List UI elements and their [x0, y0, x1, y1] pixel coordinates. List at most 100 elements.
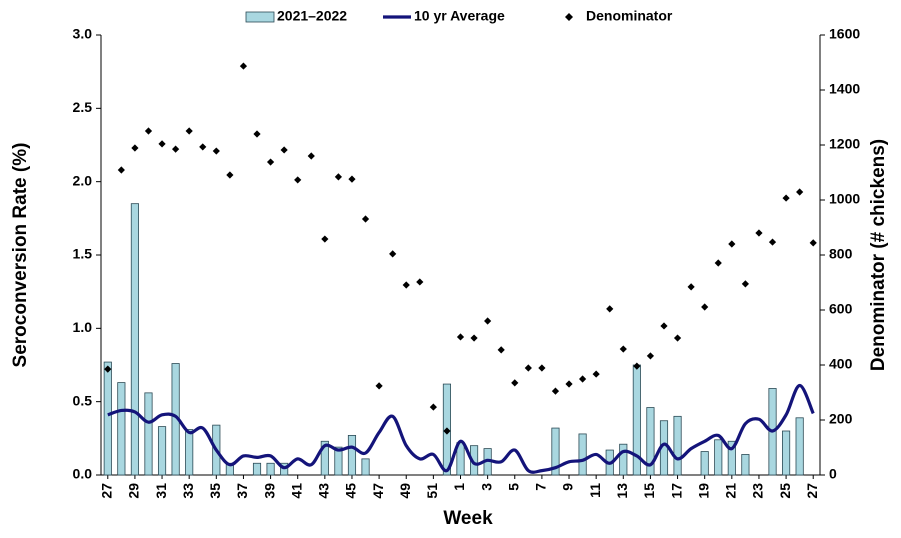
x-tick-label: 21 — [723, 483, 739, 499]
bar — [714, 439, 723, 476]
bar — [252, 462, 262, 476]
denominator-point — [334, 173, 343, 181]
bar — [144, 392, 153, 476]
bar — [320, 440, 329, 476]
denominator-point — [701, 303, 709, 311]
legend-label: 2021–2022 — [277, 8, 347, 24]
bar — [782, 430, 791, 476]
denominator-point — [796, 188, 804, 196]
denominator-point — [389, 250, 397, 258]
y2-tick-label: 1200 — [829, 136, 860, 152]
denominator-point — [592, 370, 600, 378]
y2-tick-label: 200 — [829, 411, 853, 427]
denominator-point — [687, 283, 695, 291]
x-tick-label: 25 — [777, 483, 793, 499]
bar — [619, 443, 628, 476]
x-tick-label: 31 — [153, 483, 169, 499]
denominator-point — [429, 403, 437, 411]
denominator-point — [402, 281, 410, 289]
y2-tick-label: 600 — [829, 301, 853, 317]
denominator-point — [768, 238, 777, 246]
bar — [130, 203, 139, 476]
x-tick-label: 41 — [288, 483, 304, 499]
x-tick-label: 27 — [98, 483, 114, 499]
legend-swatch — [565, 13, 573, 21]
bar — [700, 451, 709, 476]
denominator-point — [633, 362, 641, 370]
x-tick-label: 3 — [478, 483, 494, 491]
x-tick-label: 23 — [750, 483, 766, 499]
y-tick-label: 0.0 — [73, 466, 93, 482]
denominator-point — [144, 127, 153, 135]
x-tick-label: 19 — [695, 483, 711, 499]
bar — [551, 427, 560, 476]
x-tick-label: 37 — [234, 483, 250, 499]
y-tick-label: 1.5 — [73, 246, 93, 262]
y2-tick-label: 0 — [829, 466, 837, 482]
denominator-point — [266, 158, 275, 166]
y2-tick-label: 1000 — [829, 191, 860, 207]
denominator-point — [470, 334, 478, 342]
denominator-point — [321, 235, 329, 243]
bar — [361, 458, 370, 476]
denominator-point — [375, 382, 383, 390]
x-tick-label: 33 — [180, 483, 196, 499]
denominator-point — [524, 364, 532, 372]
bar — [795, 417, 804, 476]
denominator-point — [226, 171, 234, 179]
y-tick-label: 1.0 — [73, 319, 93, 335]
x-tick-label: 39 — [261, 483, 277, 499]
x-axis-title: Week — [443, 508, 493, 529]
x-tick-label: 15 — [641, 483, 657, 499]
bar — [727, 440, 736, 476]
bar — [117, 382, 126, 476]
denominator-point — [673, 334, 682, 342]
denominator-point — [511, 379, 519, 387]
denominator-point — [619, 345, 627, 353]
denominator-point — [660, 322, 668, 330]
denominator-point — [172, 145, 180, 153]
y2-axis-title: Denominator (# chickens) — [868, 139, 889, 371]
bar — [673, 415, 682, 476]
denominator-point — [741, 280, 749, 288]
denominator-point — [158, 140, 166, 148]
denominator-point — [728, 240, 736, 248]
average-line — [107, 383, 815, 474]
denominator-point — [551, 387, 560, 395]
x-tick-label: 43 — [316, 483, 332, 499]
denominator-point — [280, 146, 288, 154]
denominator-point — [782, 194, 790, 202]
x-tick-label: 51 — [424, 483, 440, 499]
denominator-point — [253, 130, 261, 138]
x-tick-label: 7 — [533, 483, 549, 491]
y-tick-label: 0.5 — [73, 392, 93, 408]
denominator-point — [239, 62, 248, 70]
denominator-point — [416, 278, 424, 286]
y2-tick-label: 800 — [829, 246, 853, 262]
denominator-point — [199, 143, 207, 151]
denominator-point — [714, 259, 722, 267]
legend-swatch — [245, 11, 275, 23]
denominator-point — [578, 375, 587, 383]
denominator-point — [456, 333, 465, 341]
denominator-point — [565, 380, 573, 388]
x-tick-label: 13 — [614, 483, 630, 499]
denominator-point — [348, 175, 356, 183]
bar — [266, 462, 275, 476]
denominator-point — [646, 352, 655, 360]
x-tick-label: 17 — [668, 483, 684, 499]
bar — [347, 434, 357, 476]
bar — [578, 433, 587, 476]
denominator-point — [809, 239, 817, 247]
y2-tick-label: 400 — [829, 356, 853, 372]
denominator-point — [755, 229, 763, 237]
denominator-point — [497, 346, 505, 354]
denominator-point — [294, 176, 302, 184]
y2-tick-label: 1600 — [829, 26, 860, 42]
bar — [334, 446, 343, 476]
legend-label: 10 yr Average — [414, 8, 505, 24]
x-tick-label: 29 — [126, 483, 142, 499]
denominator-point — [117, 166, 125, 174]
legend-label: Denominator — [586, 8, 673, 24]
